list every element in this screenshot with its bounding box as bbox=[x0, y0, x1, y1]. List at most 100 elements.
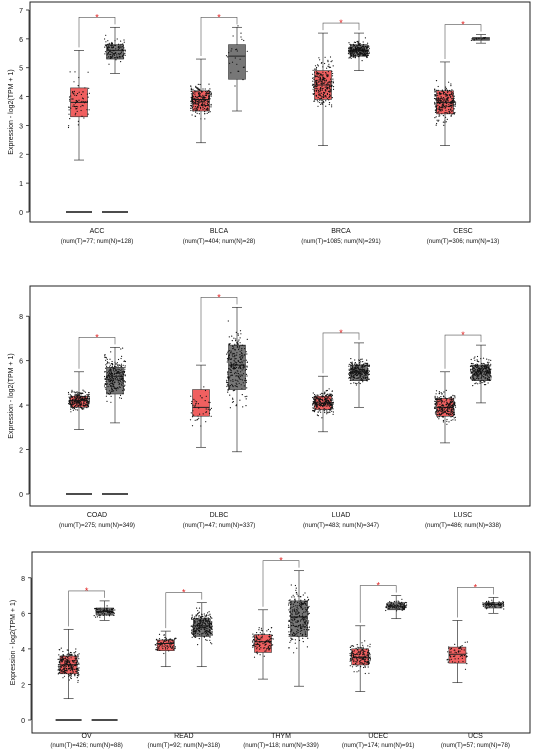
normal-point bbox=[358, 43, 360, 45]
tumor-point bbox=[210, 92, 212, 94]
normal-point bbox=[122, 392, 124, 395]
normal-point bbox=[193, 617, 195, 619]
tumor-point bbox=[86, 101, 88, 103]
normal-point bbox=[359, 359, 361, 362]
tumor-point bbox=[205, 97, 207, 99]
normal-point bbox=[111, 41, 113, 44]
tumor-point bbox=[444, 112, 446, 114]
tumor-point bbox=[168, 640, 170, 642]
tumor-point bbox=[320, 399, 322, 401]
tumor-point bbox=[321, 402, 323, 404]
tumor-point bbox=[317, 411, 319, 413]
normal-point bbox=[479, 382, 481, 384]
normal-point bbox=[197, 619, 199, 621]
normal-point bbox=[240, 358, 242, 360]
tumor-point bbox=[65, 659, 67, 661]
tumor-point bbox=[450, 414, 452, 416]
normal-point bbox=[229, 376, 231, 378]
normal-point bbox=[484, 602, 486, 605]
tumor-point bbox=[448, 404, 450, 406]
normal-point bbox=[353, 41, 355, 43]
normal-point bbox=[352, 367, 354, 369]
normal-point bbox=[481, 376, 483, 378]
normal-point bbox=[113, 54, 116, 56]
tumor-point bbox=[68, 675, 70, 677]
normal-point bbox=[209, 631, 211, 634]
tumor-point bbox=[444, 122, 446, 124]
normal-point bbox=[246, 70, 248, 73]
tumor-point bbox=[74, 401, 76, 403]
tumor-point bbox=[454, 643, 456, 645]
normal-point bbox=[359, 379, 361, 381]
normal-point bbox=[105, 357, 107, 359]
tumor-point bbox=[163, 645, 165, 647]
normal-point bbox=[227, 383, 229, 385]
normal-point bbox=[366, 371, 368, 373]
normal-point bbox=[108, 362, 110, 364]
tumor-point bbox=[72, 407, 74, 409]
normal-point bbox=[403, 603, 406, 605]
normal-point bbox=[363, 53, 365, 55]
tumor-point bbox=[313, 78, 315, 80]
tumor-point bbox=[444, 94, 446, 96]
tumor-point bbox=[172, 648, 175, 650]
tumor-point bbox=[435, 104, 437, 106]
tumor-point bbox=[191, 400, 193, 403]
tumor-point bbox=[436, 99, 438, 101]
normal-point bbox=[297, 605, 299, 607]
normal-point bbox=[200, 615, 202, 618]
normal-point bbox=[352, 372, 354, 374]
normal-point bbox=[348, 368, 350, 370]
normal-point bbox=[114, 52, 116, 55]
normal-point bbox=[192, 618, 194, 620]
tumor-point bbox=[68, 666, 70, 668]
tumor-point bbox=[449, 655, 451, 657]
normal-point bbox=[357, 373, 360, 375]
tumor-point bbox=[447, 408, 449, 410]
tumor-point bbox=[354, 654, 356, 656]
normal-point bbox=[230, 362, 232, 364]
tumor-point bbox=[353, 659, 355, 661]
normal-point bbox=[356, 365, 358, 367]
tumor-point bbox=[327, 90, 329, 92]
tumor-point bbox=[192, 110, 194, 112]
tumor-point bbox=[77, 396, 79, 398]
normal-point bbox=[365, 379, 367, 381]
normal-point bbox=[288, 624, 290, 626]
normal-point bbox=[290, 621, 292, 623]
normal-point bbox=[231, 340, 233, 342]
normal-point bbox=[121, 49, 124, 51]
tumor-point bbox=[72, 671, 74, 673]
normal-point bbox=[365, 51, 367, 53]
normal-point bbox=[481, 375, 483, 377]
tumor-point bbox=[62, 657, 64, 659]
normal-point bbox=[237, 340, 239, 342]
tumor-point bbox=[438, 392, 440, 394]
tumor-point bbox=[210, 95, 212, 97]
normal-point bbox=[109, 385, 111, 387]
tumor-point bbox=[326, 76, 328, 78]
normal-point bbox=[206, 621, 209, 623]
tumor-point bbox=[71, 401, 73, 403]
normal-point bbox=[487, 369, 489, 371]
significance-star: * bbox=[85, 586, 89, 596]
tumor-point bbox=[367, 654, 369, 656]
tumor-point bbox=[451, 97, 453, 99]
normal-point bbox=[296, 647, 298, 649]
normal-point bbox=[299, 624, 302, 626]
normal-point bbox=[122, 54, 124, 57]
normal-point bbox=[108, 383, 111, 385]
normal-point bbox=[393, 606, 395, 609]
tumor-point bbox=[206, 102, 208, 105]
tumor-point bbox=[329, 95, 331, 97]
x-tick-label: BLCA bbox=[210, 228, 229, 235]
tumor-point bbox=[87, 398, 89, 400]
normal-point bbox=[484, 374, 486, 376]
tumor-point bbox=[442, 416, 444, 418]
normal-point bbox=[228, 376, 230, 379]
tumor-point bbox=[360, 650, 362, 652]
tumor-point bbox=[254, 639, 256, 641]
normal-point bbox=[230, 364, 232, 366]
normal-point bbox=[355, 373, 357, 375]
normal-point bbox=[114, 361, 116, 363]
